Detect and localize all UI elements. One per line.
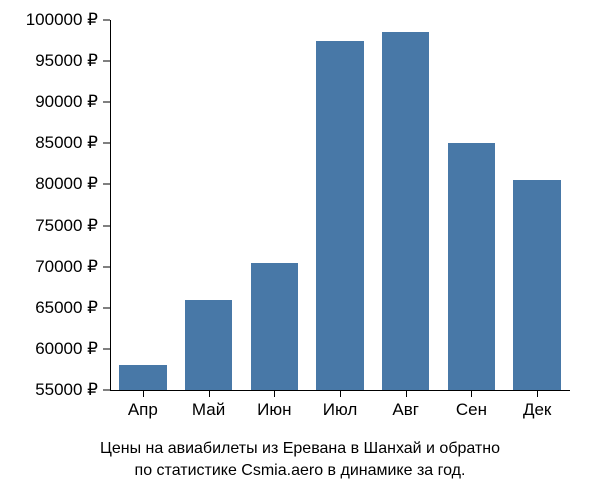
y-tick-label: 55000 ₽ [35, 380, 98, 400]
y-tick-mark [103, 102, 110, 103]
y-tick-mark [103, 184, 110, 185]
x-tick-label: Авг [392, 400, 419, 420]
y-tick-mark [103, 61, 110, 62]
bar [119, 365, 166, 390]
x-tick-mark [340, 390, 341, 397]
x-tick-mark [274, 390, 275, 397]
x-tick-mark [209, 390, 210, 397]
x-tick-label: Июл [323, 400, 358, 420]
x-tick-label: Июн [257, 400, 291, 420]
y-tick-label: 70000 ₽ [35, 257, 98, 277]
y-tick-mark [103, 348, 110, 349]
x-tick-mark [406, 390, 407, 397]
x-tick-label: Апр [128, 400, 158, 420]
y-tick-mark [103, 20, 110, 21]
y-tick-label: 80000 ₽ [35, 174, 98, 194]
y-tick-label: 100000 ₽ [26, 10, 98, 30]
y-tick-mark [103, 390, 110, 391]
y-tick-label: 95000 ₽ [35, 51, 98, 71]
bar [185, 300, 232, 390]
caption-line-1: Цены на авиабилеты из Еревана в Шанхай и… [0, 438, 600, 460]
x-tick-label: Дек [523, 400, 551, 420]
x-axis: Апр Май Июн Июл Авг Сен Дек [110, 398, 570, 426]
x-tick-mark [537, 390, 538, 397]
bar [316, 41, 363, 390]
chart-caption: Цены на авиабилеты из Еревана в Шанхай и… [0, 438, 600, 481]
bar [382, 32, 429, 390]
x-tick-mark [143, 390, 144, 397]
y-tick-label: 90000 ₽ [35, 92, 98, 112]
bars-group [110, 20, 570, 390]
y-tick-mark [103, 307, 110, 308]
y-axis: 55000 ₽60000 ₽65000 ₽70000 ₽75000 ₽80000… [0, 20, 110, 390]
bar [513, 180, 560, 390]
y-tick-mark [103, 143, 110, 144]
y-tick-label: 85000 ₽ [35, 133, 98, 153]
plot-area [110, 20, 570, 390]
y-tick-mark [103, 225, 110, 226]
y-tick-label: 60000 ₽ [35, 339, 98, 359]
x-tick-label: Май [192, 400, 225, 420]
price-chart: 55000 ₽ 60000 ₽ 65000 ₽ 70000 ₽ 75000 ₽ 80000… [0, 0, 600, 500]
x-tick-label: Сен [456, 400, 487, 420]
y-tick-mark [103, 266, 110, 267]
bar [448, 143, 495, 390]
y-tick-label: 65000 ₽ [35, 298, 98, 318]
x-tick-mark [471, 390, 472, 397]
y-tick-label: 75000 ₽ [35, 216, 98, 236]
bar [251, 263, 298, 390]
caption-line-2: по статистике Csmia.aero в динамике за г… [0, 460, 600, 482]
